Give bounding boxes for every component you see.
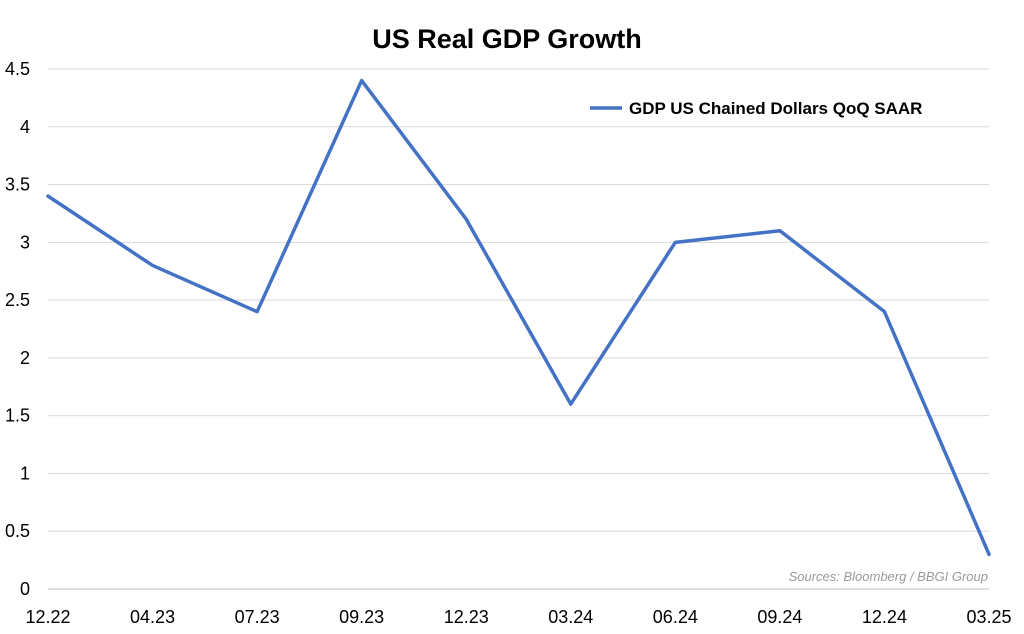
x-tick-label: 07.23 [235,607,280,627]
legend-label: GDP US Chained Dollars QoQ SAAR [629,99,922,118]
gridlines [48,68,989,590]
y-tick-label: 0 [20,579,30,599]
x-tick-label: 09.24 [757,607,802,627]
x-tick-label: 03.24 [548,607,593,627]
data-point [987,552,991,556]
data-point [569,402,573,406]
x-tick-label: 12.24 [862,607,907,627]
y-tick-label: 3.5 [5,175,30,195]
data-point [255,310,259,314]
x-tick-label: 12.23 [444,607,489,627]
x-tick-label: 03.25 [966,607,1011,627]
x-tick-label: 04.23 [130,607,175,627]
data-point [46,194,50,198]
y-tick-label: 2 [20,348,30,368]
series-layer [46,78,991,557]
y-tick-label: 4 [20,117,30,137]
y-axis-ticks: 0 0.5 1 1.5 2 2.5 3 3.5 4 4.5 [5,59,30,599]
data-point [360,79,364,83]
data-point [882,310,886,314]
y-tick-label: 2.5 [5,290,30,310]
y-tick-label: 3 [20,232,30,252]
data-point [151,263,155,267]
y-tick-label: 1.5 [5,406,30,426]
x-tick-label: 09.23 [339,607,384,627]
x-tick-label: 06.24 [653,607,698,627]
series-line [46,78,991,557]
data-point [778,229,782,233]
x-tick-label: 12.22 [25,607,70,627]
y-tick-label: 0.5 [5,521,30,541]
y-tick-label: 1 [20,463,30,483]
data-point [464,217,468,221]
y-tick-label: 4.5 [5,59,30,79]
source-note: Sources: Bloomberg / BBGI Group [789,569,988,584]
chart-title: US Real GDP Growth [372,24,642,54]
legend: GDP US Chained Dollars QoQ SAAR [590,99,922,118]
data-point [673,240,677,244]
x-axis-ticks: 12.22 04.23 07.23 09.23 12.23 03.24 06.24 09.24… [25,607,1011,627]
